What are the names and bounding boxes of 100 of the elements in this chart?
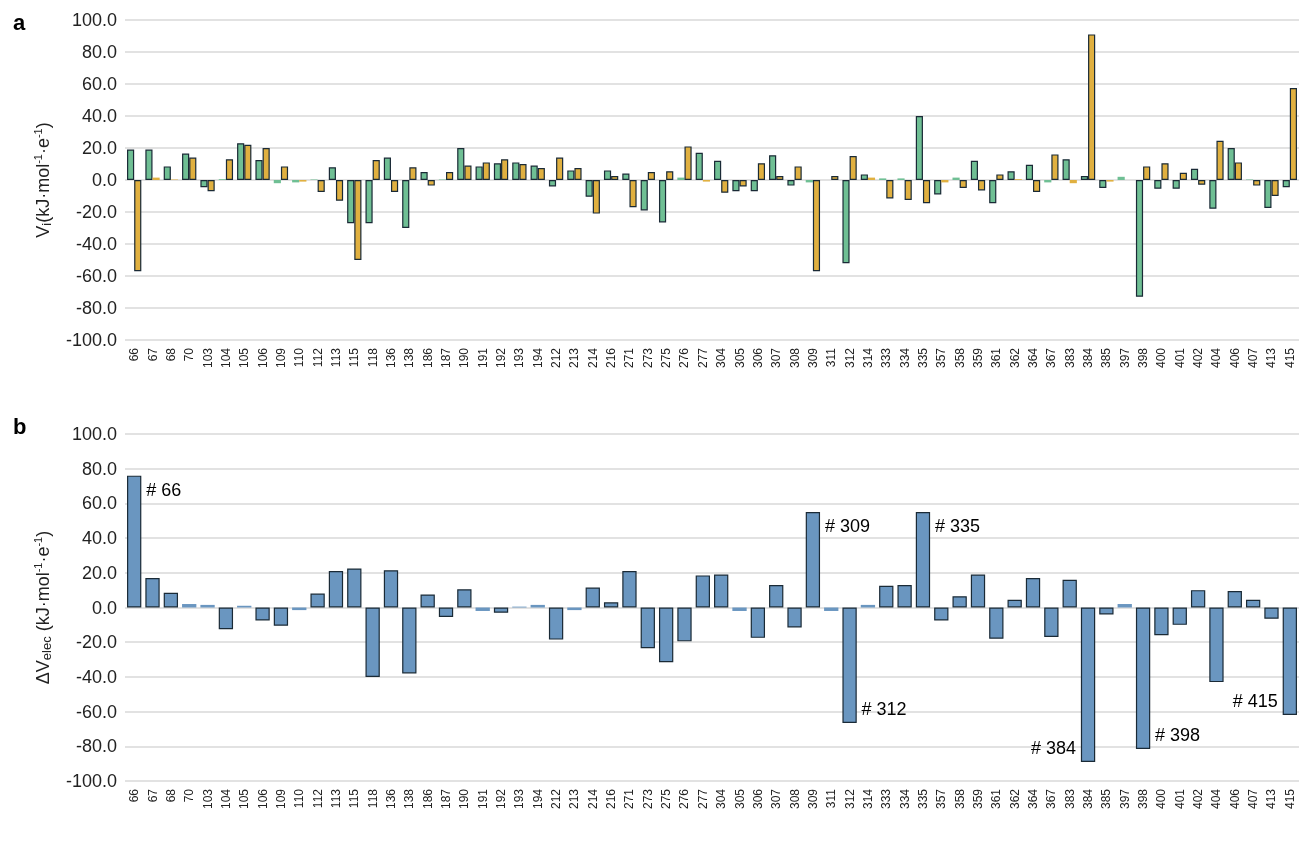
x-tick-label: 307 <box>769 788 784 810</box>
annotation: # 66 <box>146 479 182 500</box>
annotation: # 384 <box>1031 737 1077 758</box>
bar <box>831 176 839 180</box>
x-tick-label: 193 <box>512 347 527 369</box>
x-tick-label: 312 <box>842 347 857 369</box>
bar <box>372 160 380 180</box>
bar <box>757 163 766 180</box>
bar <box>714 574 729 608</box>
bar <box>989 607 1004 639</box>
y-tick-label: -20.0 <box>75 202 117 222</box>
bar <box>897 584 912 608</box>
x-tick-label: 186 <box>420 347 435 369</box>
bar <box>922 180 931 204</box>
bar <box>548 180 557 187</box>
bar <box>409 167 417 180</box>
bar <box>640 180 648 211</box>
y-tick-label: 40.0 <box>81 106 117 126</box>
x-tick-label: 104 <box>218 788 233 810</box>
x-tick-label: 404 <box>1209 347 1224 369</box>
x-tick-label: 106 <box>255 788 270 810</box>
x-tick-label: 367 <box>1044 788 1059 810</box>
x-tick-label: 115 <box>347 788 362 809</box>
x-tick-label: 70 <box>182 347 197 362</box>
bar <box>402 180 410 228</box>
bar <box>1227 591 1242 608</box>
x-tick-label: 104 <box>218 347 233 369</box>
x-tick-label: 361 <box>989 347 1004 369</box>
x-tick-label: 66 <box>127 788 142 803</box>
y-tick-label: -80.0 <box>75 736 117 757</box>
x-tick-label: 367 <box>1044 347 1059 369</box>
bar <box>934 607 949 621</box>
x-tick-label: 275 <box>659 788 674 810</box>
bar <box>127 475 142 608</box>
x-tick-label: 306 <box>750 347 765 369</box>
y-tick-label: -60.0 <box>75 266 117 286</box>
x-tick-label: 105 <box>237 347 252 369</box>
x-tick-label: 103 <box>200 347 215 369</box>
x-tick-label: 413 <box>1264 347 1279 369</box>
x-tick-label: 212 <box>549 788 564 810</box>
x-tick-label: 109 <box>273 347 288 369</box>
x-tick-label: 214 <box>585 347 600 369</box>
bar <box>335 180 344 201</box>
bar <box>200 604 215 608</box>
x-tick-label: 402 <box>1191 788 1206 810</box>
annotation: # 398 <box>1155 724 1201 745</box>
x-tick-label: 401 <box>1172 347 1187 369</box>
bar <box>849 156 857 180</box>
bar <box>677 607 692 642</box>
bar <box>1080 607 1096 762</box>
annotation: # 415 <box>1232 691 1278 712</box>
bar <box>1044 607 1059 637</box>
bar <box>812 180 821 272</box>
x-tick-label: 103 <box>200 788 215 810</box>
bar <box>714 160 722 180</box>
bar <box>225 159 234 180</box>
bar <box>438 607 454 618</box>
chart-title: a <box>13 9 26 35</box>
bar <box>989 180 997 204</box>
x-tick-label: 304 <box>714 788 729 810</box>
bar <box>273 607 289 626</box>
bar <box>347 568 362 608</box>
x-tick-label: 383 <box>1062 347 1077 369</box>
x-tick-label: 271 <box>622 788 637 810</box>
bar <box>1289 88 1297 180</box>
bar <box>328 571 344 608</box>
x-tick-label: 307 <box>769 347 784 369</box>
bar <box>390 180 399 192</box>
x-tick-label: 333 <box>879 347 894 369</box>
x-tick-label: 314 <box>860 347 875 369</box>
x-tick-label: 415 <box>1282 347 1297 369</box>
x-tick-label: 109 <box>273 788 288 810</box>
x-tick-label: 362 <box>1007 788 1022 810</box>
x-tick-label: 66 <box>127 347 142 362</box>
x-tick-label: 118 <box>365 347 380 368</box>
y-tick-label: -40.0 <box>75 666 117 687</box>
bar <box>934 180 942 195</box>
bar <box>915 512 931 608</box>
bar <box>365 607 380 677</box>
bar <box>658 180 667 223</box>
bar <box>457 589 472 608</box>
bar <box>383 157 391 180</box>
bar <box>493 607 509 613</box>
bar <box>255 607 270 621</box>
x-tick-label: 67 <box>145 347 160 362</box>
x-tick-label: 334 <box>897 347 912 369</box>
x-tick-label: 359 <box>970 347 985 369</box>
x-tick-label: 112 <box>310 347 325 368</box>
x-tick-label: 191 <box>475 347 490 369</box>
x-tick-label: 187 <box>439 347 454 369</box>
y-tick-label: -20.0 <box>75 632 117 653</box>
bar <box>402 607 417 674</box>
bar <box>860 174 868 180</box>
x-tick-label: 276 <box>677 347 692 369</box>
bar <box>1282 607 1297 716</box>
bar <box>1179 172 1187 180</box>
bar <box>1025 578 1041 608</box>
bar <box>310 593 325 608</box>
x-tick-label: 113 <box>328 347 343 368</box>
x-tick-label: 364 <box>1026 347 1041 369</box>
